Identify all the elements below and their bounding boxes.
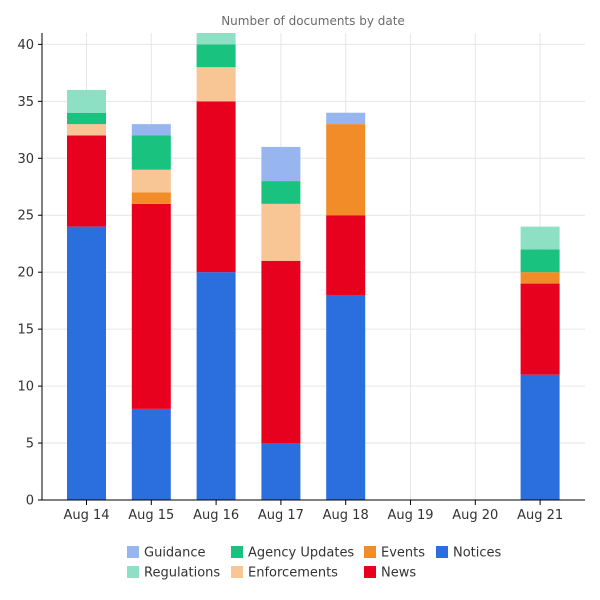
legend-label: Agency Updates (248, 546, 354, 561)
bar-notices-aug-14 (67, 226, 106, 500)
legend-item-enforcements[interactable]: Enforcements (231, 566, 338, 581)
legend-label: Guidance (144, 546, 206, 561)
bar-enforcements-aug-14 (67, 124, 106, 136)
x-tick-label: Aug 15 (128, 508, 174, 523)
legend-label: Notices (453, 546, 502, 561)
bar-agency-updates-aug-21 (520, 249, 560, 273)
y-tick-label: 15 (17, 323, 34, 338)
bar-agency-updates-aug-15 (131, 135, 171, 170)
bar-guidance-aug-15 (131, 124, 171, 136)
bar-agency-updates-aug-17 (261, 181, 301, 204)
y-tick-label: 5 (26, 437, 34, 452)
bar-guidance-aug-18 (326, 112, 366, 125)
legend-label: Enforcements (248, 566, 338, 581)
bar-enforcements-aug-16 (196, 67, 236, 102)
legend-label: Events (381, 546, 425, 561)
legend-label: Regulations (144, 566, 220, 581)
axes: 0 5 10 15 20 25 30 35 40 Aug 14 Aug 15 Aug 16 Aug 17… (17, 33, 585, 523)
legend-swatch (364, 566, 376, 578)
bar-notices-aug-21 (520, 374, 560, 500)
bar-news-aug-15 (131, 203, 171, 409)
legend: Guidance Regulations Agency Updates Enforce… (127, 546, 502, 581)
x-tick-label: Aug 20 (452, 508, 498, 523)
y-tick-label: 25 (17, 209, 34, 224)
bar-notices-aug-16 (196, 272, 236, 500)
gridlines (42, 33, 585, 501)
bar-news-aug-16 (196, 101, 236, 273)
legend-swatch (364, 546, 376, 558)
bar-notices-aug-18 (326, 294, 366, 500)
bars (67, 33, 560, 500)
x-tick-label: Aug 17 (258, 508, 304, 523)
y-tick-label: 20 (17, 266, 34, 281)
bar-regulations-aug-21 (520, 226, 560, 250)
legend-item-regulations[interactable]: Regulations (127, 566, 220, 581)
legend-swatch (231, 546, 243, 558)
bar-news-aug-14 (67, 135, 106, 227)
bar-events-aug-15 (131, 192, 171, 204)
legend-item-notices[interactable]: Notices (436, 546, 502, 561)
bar-enforcements-aug-17 (261, 203, 301, 261)
chart-title: Number of documents by date (221, 14, 405, 28)
bar-news-aug-21 (520, 283, 560, 375)
bar-enforcements-aug-15 (131, 169, 171, 193)
bar-events-aug-21 (520, 272, 560, 284)
legend-item-agency-updates[interactable]: Agency Updates (231, 546, 354, 561)
legend-label: News (381, 566, 416, 581)
bar-regulations-aug-14 (67, 89, 106, 113)
bar-notices-aug-15 (131, 408, 171, 500)
bar-agency-updates-aug-14 (67, 112, 106, 125)
y-tick-label: 35 (17, 95, 34, 110)
y-tick-label: 30 (17, 152, 34, 167)
bar-news-aug-18 (326, 215, 366, 295)
legend-swatch (127, 546, 139, 558)
y-tick-label: 0 (26, 494, 34, 509)
x-tick-label: Aug 18 (323, 508, 369, 523)
bar-events-aug-18 (326, 124, 366, 216)
bar-news-aug-17 (261, 260, 301, 444)
legend-item-news[interactable]: News (364, 566, 416, 581)
y-tick-label: 40 (17, 38, 34, 53)
bar-agency-updates-aug-16 (196, 44, 236, 68)
bar-regulations-aug-16 (196, 33, 236, 45)
x-tick-label: Aug 14 (63, 508, 109, 523)
x-tick-label: Aug 21 (517, 508, 563, 523)
legend-swatch (231, 566, 243, 578)
legend-swatch (127, 566, 139, 578)
bar-guidance-aug-17 (261, 146, 301, 182)
bar-notices-aug-17 (261, 443, 301, 500)
y-tick-label: 10 (17, 380, 34, 395)
x-tick-label: Aug 16 (193, 508, 239, 523)
x-tick-label: Aug 19 (387, 508, 433, 523)
legend-item-guidance[interactable]: Guidance (127, 546, 206, 561)
legend-swatch (436, 546, 448, 558)
legend-item-events[interactable]: Events (364, 546, 425, 561)
